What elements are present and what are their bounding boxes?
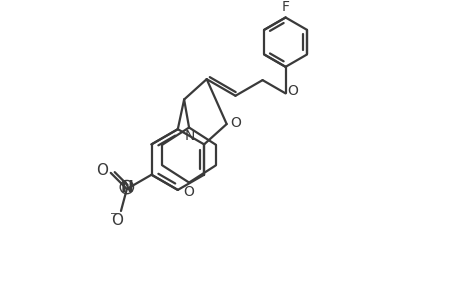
Text: −: − [110,209,118,219]
Text: O: O [111,213,123,228]
Text: O: O [183,185,194,200]
Text: F: F [281,0,289,14]
Text: N: N [120,180,133,195]
Text: O: O [287,84,298,98]
Text: O: O [95,164,108,178]
Text: N: N [185,129,195,143]
Text: O: O [230,116,241,130]
